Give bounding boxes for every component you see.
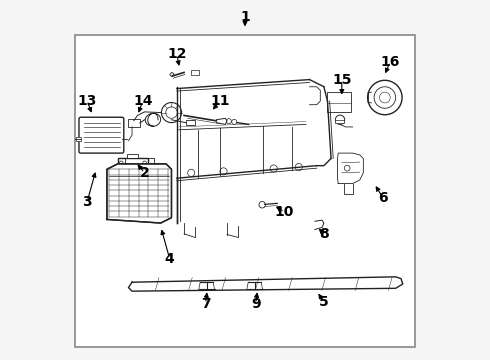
Text: 9: 9	[251, 297, 261, 311]
Bar	[74, 35, 416, 347]
Bar	[118, 158, 148, 180]
Text: 14: 14	[133, 94, 152, 108]
Bar	[128, 119, 140, 127]
Text: 2: 2	[140, 166, 149, 180]
Text: 16: 16	[381, 55, 400, 69]
Text: 13: 13	[77, 94, 97, 108]
Text: 7: 7	[201, 297, 210, 311]
Text: 6: 6	[378, 191, 388, 205]
Bar	[76, 137, 81, 140]
Text: 12: 12	[167, 48, 187, 62]
Text: 1: 1	[240, 10, 250, 24]
Bar	[127, 154, 138, 158]
Bar	[191, 70, 199, 75]
Polygon shape	[170, 72, 174, 77]
Text: 8: 8	[319, 227, 329, 241]
Text: 5: 5	[319, 295, 329, 309]
Polygon shape	[107, 164, 172, 223]
FancyBboxPatch shape	[79, 117, 124, 153]
Text: 4: 4	[165, 252, 174, 266]
Bar	[335, 120, 344, 123]
Text: 11: 11	[210, 94, 230, 108]
Bar	[327, 92, 351, 112]
Polygon shape	[128, 277, 403, 291]
Text: 3: 3	[82, 194, 92, 208]
Polygon shape	[338, 153, 364, 184]
Text: 15: 15	[332, 73, 351, 87]
Text: 10: 10	[275, 205, 294, 219]
Bar	[186, 120, 195, 126]
